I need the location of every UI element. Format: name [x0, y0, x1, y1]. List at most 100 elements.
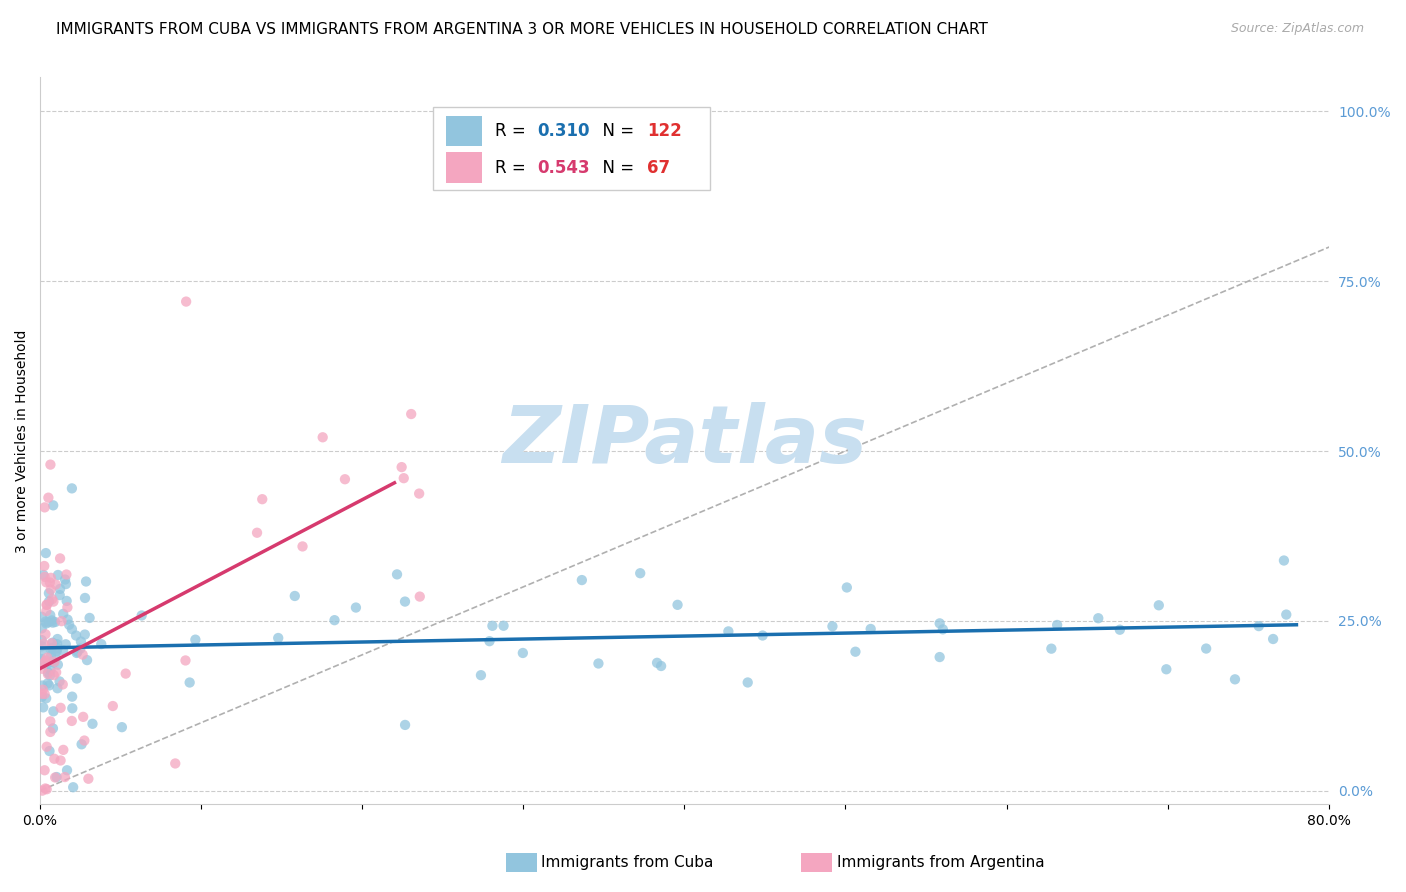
Text: ZIPatlas: ZIPatlas [502, 401, 868, 480]
Point [666, 598, 689, 612]
Point [31, 609, 53, 624]
Point [38, 678, 60, 692]
Point [49, 551, 72, 566]
Point [932, 623, 955, 637]
Point [323, 613, 346, 627]
Point [39, 714, 62, 729]
Point [46, 632, 69, 646]
Text: IMMIGRANTS FROM CUBA VS IMMIGRANTS FROM ARGENTINA 3 OR MORE VEHICLES IN HOUSEHOL: IMMIGRANTS FROM CUBA VS IMMIGRANTS FROM … [56, 22, 988, 37]
Point [35, 616, 58, 631]
Point [1046, 618, 1069, 632]
Point [42, 722, 65, 736]
Point [46, 637, 69, 651]
Point [66, 646, 89, 660]
Point [31, 687, 53, 701]
Point [55, 577, 77, 591]
Point [31, 621, 53, 635]
Text: R =: R = [495, 122, 531, 140]
Point [45, 577, 67, 591]
Point [394, 594, 416, 608]
Point [60, 482, 83, 496]
Point [62, 780, 84, 795]
Point [35, 739, 58, 754]
Point [45, 644, 67, 658]
Text: Source: ZipAtlas.com: Source: ZipAtlas.com [1230, 22, 1364, 36]
Point [66, 672, 89, 686]
Point [44, 648, 66, 663]
Point [37, 650, 59, 665]
Point [39, 642, 62, 657]
Point [60, 690, 83, 704]
Point [1147, 599, 1170, 613]
Point [1261, 632, 1284, 646]
Point [44, 771, 66, 785]
Point [48, 674, 70, 689]
Point [1195, 641, 1218, 656]
Point [174, 294, 197, 309]
Point [44, 655, 66, 669]
Point [37, 665, 59, 680]
Text: 67: 67 [647, 159, 671, 177]
Point [34, 687, 56, 701]
Point [37, 676, 59, 690]
Point [31, 783, 53, 797]
Point [481, 619, 503, 633]
Point [111, 720, 134, 734]
Point [34, 764, 56, 778]
Point [72, 710, 94, 724]
Point [645, 656, 668, 670]
Point [53, 573, 76, 587]
Point [70, 737, 93, 751]
Point [344, 600, 367, 615]
Point [101, 699, 124, 714]
Point [408, 486, 430, 500]
Point [35, 691, 58, 706]
Point [73, 627, 96, 641]
Point [31, 654, 53, 668]
Point [571, 573, 593, 587]
Point [41, 636, 63, 650]
Point [35, 604, 58, 618]
Point [399, 407, 422, 421]
Point [70, 634, 93, 648]
Point [41, 640, 63, 655]
Point [32, 700, 55, 714]
Point [512, 646, 534, 660]
Point [38, 594, 60, 608]
Text: R =: R = [495, 159, 531, 177]
Point [31, 690, 53, 704]
Point [46, 568, 69, 582]
Point [41, 615, 63, 630]
Point [42, 594, 65, 608]
Point [55, 567, 77, 582]
Point [42, 668, 65, 682]
Text: Immigrants from Argentina: Immigrants from Argentina [837, 855, 1045, 870]
Point [492, 619, 515, 633]
Point [45, 770, 67, 784]
Point [31, 633, 53, 648]
Point [55, 637, 77, 651]
Text: N =: N = [592, 122, 638, 140]
Point [35, 598, 58, 612]
Point [34, 615, 56, 629]
Point [1156, 662, 1178, 676]
Point [588, 657, 610, 671]
Point [72, 648, 94, 662]
Point [312, 430, 335, 444]
Point [60, 714, 83, 728]
FancyBboxPatch shape [446, 153, 482, 183]
Point [35, 782, 58, 797]
Point [38, 744, 60, 758]
Point [46, 681, 69, 696]
Point [835, 581, 858, 595]
Point [49, 582, 72, 596]
Point [56, 764, 79, 778]
Point [114, 666, 136, 681]
Point [821, 619, 844, 633]
Point [41, 592, 63, 607]
Point [52, 643, 75, 657]
Point [291, 540, 314, 554]
Point [58, 617, 80, 632]
Point [55, 594, 77, 608]
Point [35, 575, 58, 590]
